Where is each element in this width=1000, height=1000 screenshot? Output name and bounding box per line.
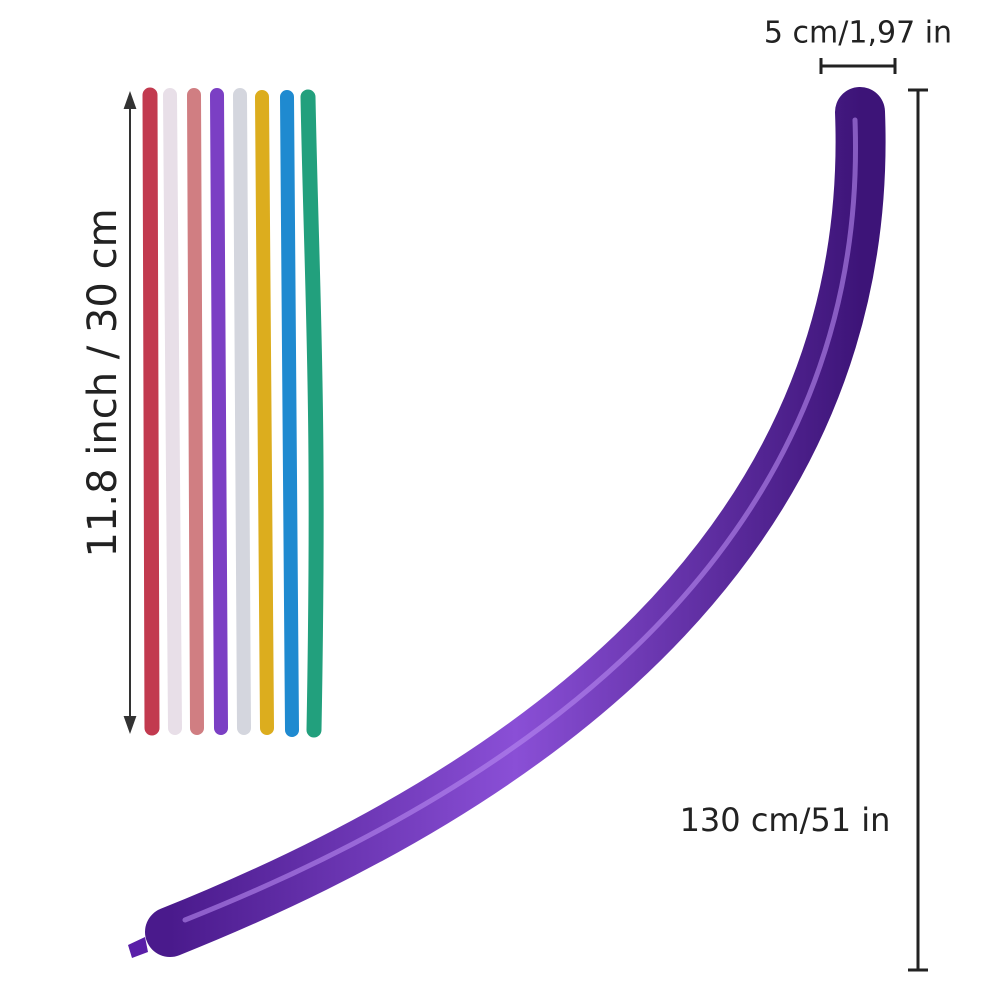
balloon-red xyxy=(142,87,160,736)
balloon-green xyxy=(300,89,324,738)
deflated-length-label: 11.8 inch / 30 cm xyxy=(80,208,126,557)
balloon-highlight xyxy=(182,117,859,923)
arrow-head xyxy=(123,716,137,734)
width-label: 5 cm/1,97 in xyxy=(764,16,952,51)
balloon-pink xyxy=(187,88,204,735)
balloon-knot xyxy=(128,937,148,958)
inflated-balloon xyxy=(128,87,886,958)
arrow-head xyxy=(123,91,137,109)
width-dimension xyxy=(819,58,897,74)
balloon-purple xyxy=(210,88,228,735)
inflated-length-label: 130 cm/51 in xyxy=(680,801,891,839)
deflated-balloons xyxy=(142,87,324,738)
balloon-white xyxy=(163,88,182,735)
height-dimension xyxy=(908,88,928,972)
balloon-blue xyxy=(280,90,299,737)
balloon-gold xyxy=(255,90,274,735)
balloon-silver xyxy=(233,88,251,735)
length-arrow xyxy=(123,91,137,734)
